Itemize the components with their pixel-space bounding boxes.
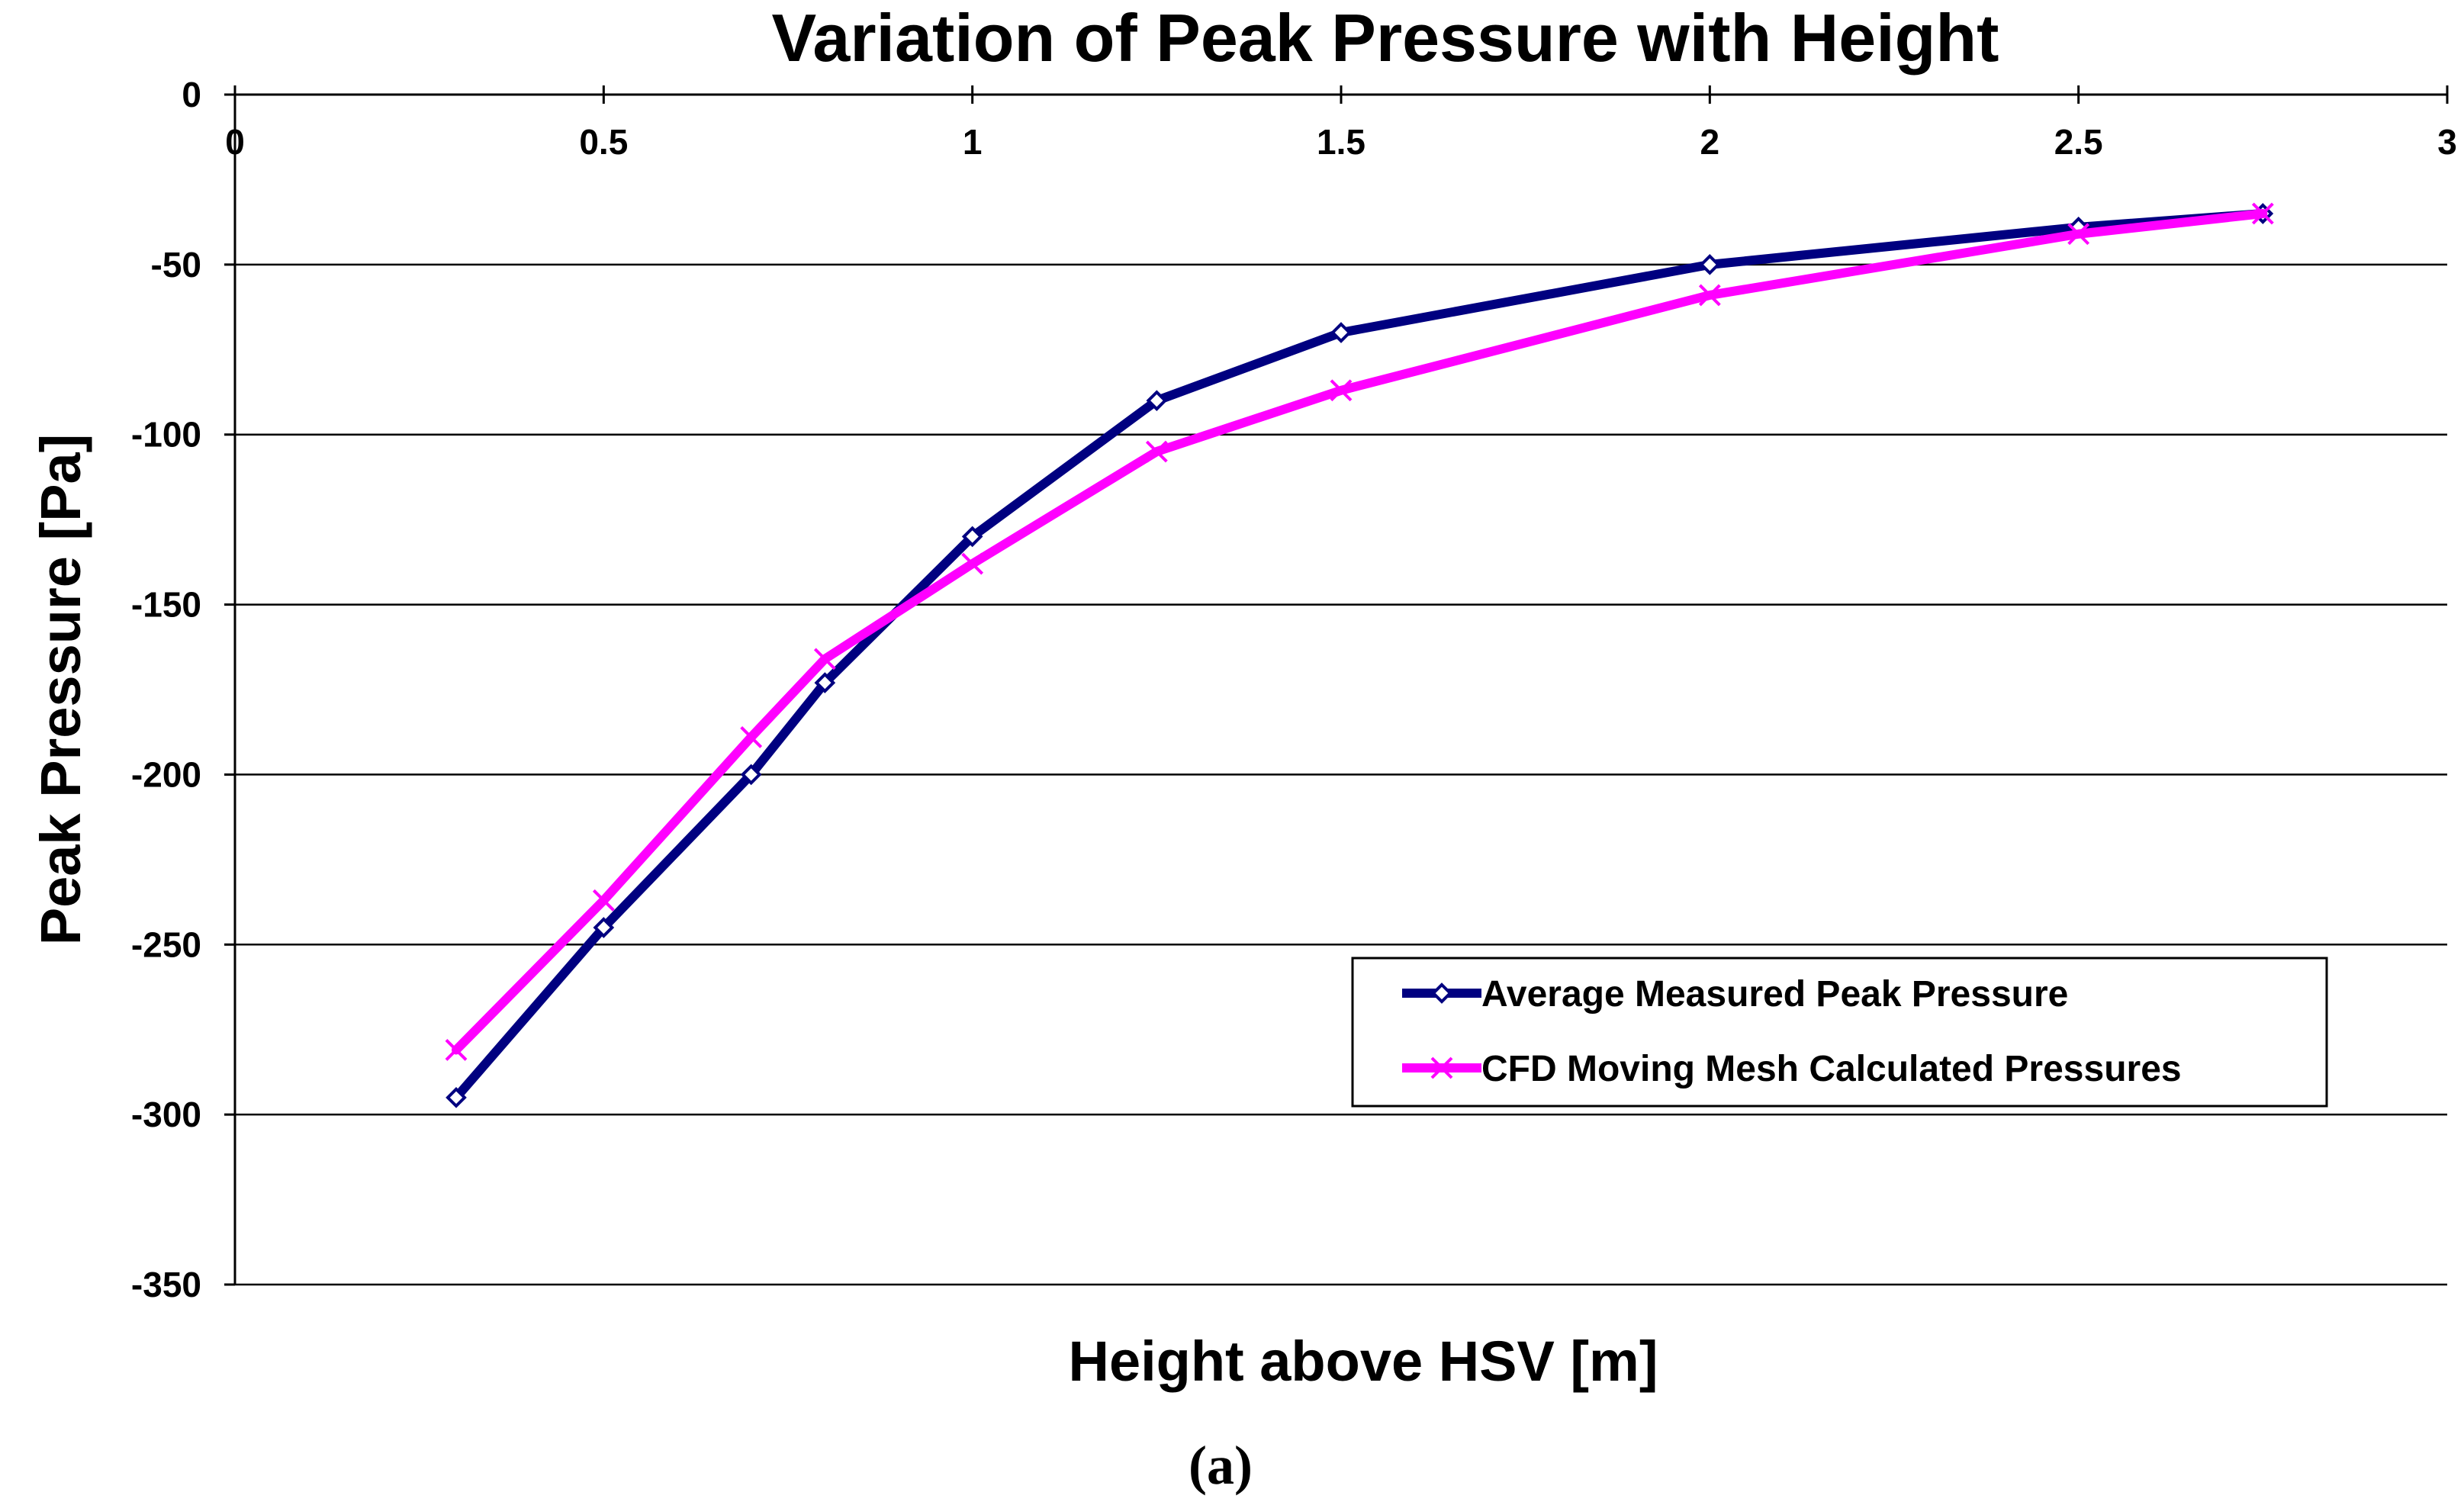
data-point xyxy=(1146,390,1168,411)
y-tick-label: -150 xyxy=(131,585,201,625)
data-point xyxy=(961,526,983,548)
data-point xyxy=(446,1087,467,1108)
data-point xyxy=(445,1039,468,1061)
data-point xyxy=(1330,322,1352,343)
x-tick-label: 3 xyxy=(2437,122,2457,162)
data-point xyxy=(2067,223,2090,246)
data-point xyxy=(592,889,615,912)
legend-item-1: CFD Moving Mesh Calculated Pressures xyxy=(1402,1049,2182,1089)
series-line xyxy=(452,209,2268,1055)
data-point xyxy=(2251,202,2274,225)
legend: Average Measured Peak Pressure CFD Moving… xyxy=(1351,957,2328,1108)
figure-caption: (a) xyxy=(1189,1435,1253,1496)
y-axis-label: Peak Pressure [Pa] xyxy=(29,434,92,946)
data-point xyxy=(1145,440,1168,463)
data-point xyxy=(1699,254,1721,275)
chart-title: Variation of Peak Pressure with Height xyxy=(772,0,1999,76)
y-tick-label: -350 xyxy=(131,1265,201,1304)
legend-label: CFD Moving Mesh Calculated Pressures xyxy=(1481,1049,2182,1089)
legend-label: Average Measured Peak Pressure xyxy=(1481,974,2068,1015)
data-point xyxy=(740,725,763,748)
y-tick-labels: 0 -50 -100 -150 -200 -250 -300 -350 xyxy=(131,75,235,1304)
data-point xyxy=(593,917,615,938)
data-point xyxy=(813,648,836,670)
x-tick-label: 1 xyxy=(963,122,983,162)
data-point xyxy=(961,552,984,575)
y-tick-label: 0 xyxy=(182,75,201,114)
y-tick-label: -250 xyxy=(131,925,201,964)
x-tick-label: 2.5 xyxy=(2054,122,2103,162)
x-tick-label: 0.5 xyxy=(579,122,628,162)
data-point xyxy=(740,764,762,786)
y-tick-label: -200 xyxy=(131,754,201,794)
series-0 xyxy=(446,203,2274,1108)
legend-item-0: Average Measured Peak Pressure xyxy=(1402,974,2068,1015)
x-axis-label: Height above HSV [m] xyxy=(1069,1330,1658,1393)
x-tick-label: 1.5 xyxy=(1317,122,1365,162)
series-layer xyxy=(445,202,2274,1108)
data-point xyxy=(1330,379,1353,402)
legend-marker xyxy=(1430,1056,1453,1079)
x-tick-label: 2 xyxy=(1700,122,1720,162)
series-line xyxy=(452,209,2268,1102)
data-point xyxy=(814,672,836,693)
y-tick-label: -300 xyxy=(131,1095,201,1134)
x-tick-labels: 0 0.5 1 1.5 2 2.5 3 xyxy=(225,85,2457,162)
legend-box xyxy=(1351,957,2328,1108)
y-tick-label: -100 xyxy=(131,415,201,455)
y-tick-label: -50 xyxy=(151,245,201,285)
series-1 xyxy=(445,202,2274,1061)
x-tick-label: 0 xyxy=(225,122,245,162)
data-point xyxy=(1698,284,1721,307)
legend-marker xyxy=(1431,982,1452,1004)
